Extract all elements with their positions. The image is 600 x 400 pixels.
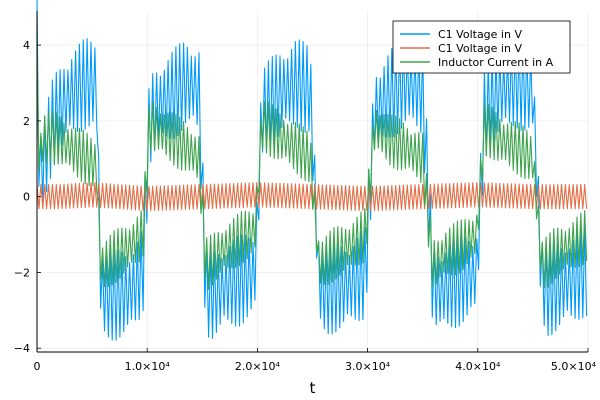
x-tick-label: 2.0×10⁴	[235, 360, 281, 373]
y-tick-label: 4	[23, 39, 30, 52]
legend-box	[392, 20, 571, 74]
axes	[36, 11, 589, 353]
y-tick-label: 0	[23, 191, 30, 204]
series-line-2	[36, 182, 588, 212]
legend-label-1: C1 Voltage in V	[438, 28, 522, 41]
y-tick-label: 2	[23, 115, 30, 128]
series-group	[36, 0, 588, 341]
x-axis-label: t	[310, 379, 316, 397]
x-tick-label: 3.0×10⁴	[345, 360, 391, 373]
y-tick-label: −2	[14, 266, 30, 279]
series-line-1	[36, 0, 588, 341]
legend-label-3: Inductor Current in A	[438, 56, 554, 69]
y-tick-label: −4	[14, 342, 30, 355]
tick-labels: 0 1.0×10⁴ 2.0×10⁴ 3.0×10⁴ 4.0×10⁴ 5.0×10⁴ −4 −2…	[14, 39, 597, 373]
x-tick-label: 4.0×10⁴	[455, 360, 501, 373]
series-line-3	[36, 36, 588, 290]
legend-label-2: C1 Voltage in V	[438, 42, 522, 55]
x-tick-label: 5.0×10⁴	[551, 360, 597, 373]
x-tick-label: 1.0×10⁴	[125, 360, 171, 373]
x-tick-label: 0	[34, 360, 41, 373]
